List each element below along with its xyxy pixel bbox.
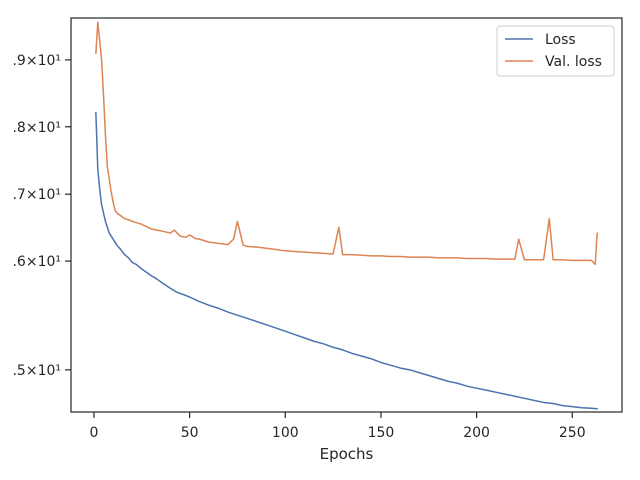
x-tick-label: 150 [368, 425, 395, 441]
legend-label-1: Val. loss [545, 54, 602, 70]
x-axis-label: Epochs [320, 445, 374, 463]
y-tick-label: .8×10¹ [12, 120, 61, 136]
legend-label-0: Loss [545, 32, 576, 48]
y-axis-ticks: .5×10¹ .6×10¹ .7×10¹ .8×10¹ .9×10¹ [12, 53, 71, 379]
series-line-0 [95, 111, 598, 410]
y-tick-label: .9×10¹ [12, 53, 61, 69]
x-tick-label: 50 [181, 425, 199, 441]
x-tick-label: 200 [463, 425, 490, 441]
series-line-1 [95, 21, 598, 266]
x-tick-label: 100 [272, 425, 299, 441]
y-tick-label: .6×10¹ [12, 254, 61, 270]
y-tick-label: .7×10¹ [12, 187, 61, 203]
legend: Loss Val. loss [496, 25, 615, 77]
x-tick-label: 250 [559, 425, 586, 441]
plot-area [71, 18, 622, 412]
x-axis-ticks: 0 50 100 150 200 250 [89, 412, 586, 441]
plot-frame [70, 17, 623, 413]
y-tick-label: .5×10¹ [12, 363, 61, 379]
x-tick-label: 0 [89, 425, 98, 441]
series-layer [95, 21, 598, 410]
